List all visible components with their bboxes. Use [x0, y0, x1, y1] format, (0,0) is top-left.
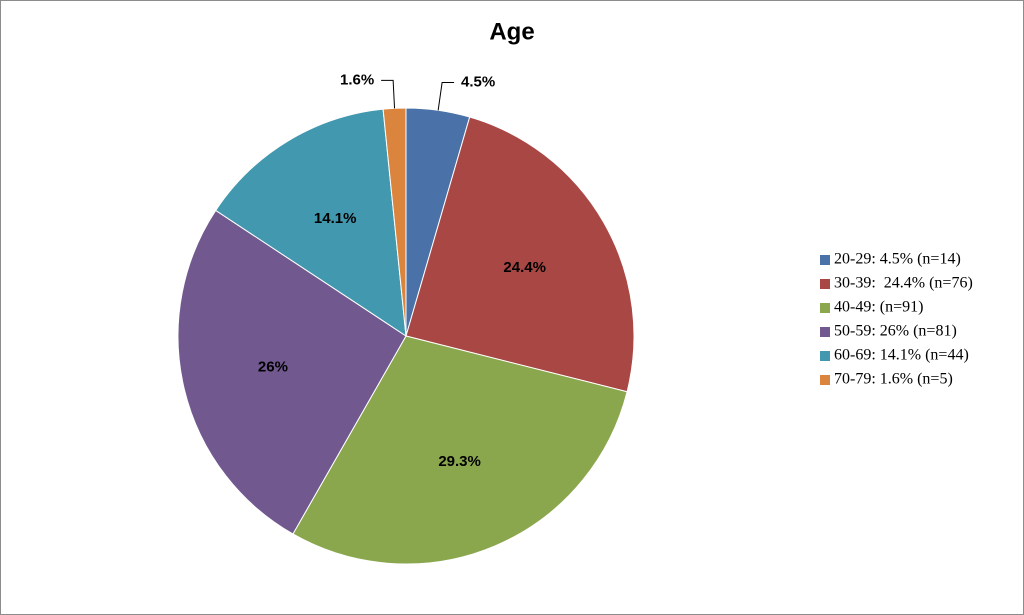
- legend-swatch: [820, 327, 830, 337]
- legend-label: 60-69: 14.1% (n=44): [834, 347, 969, 364]
- legend-swatch: [820, 255, 830, 265]
- value-label: 4.5%: [461, 74, 495, 91]
- value-label: 14.1%: [314, 210, 357, 227]
- value-label: 26%: [258, 359, 288, 376]
- value-label: 1.6%: [340, 71, 374, 88]
- legend-swatch: [820, 279, 830, 289]
- leader-line: [437, 82, 455, 111]
- legend-label: 70-79: 1.6% (n=5): [834, 371, 953, 388]
- leader-line: [381, 79, 396, 109]
- legend-label: 50-59: 26% (n=81): [834, 323, 957, 340]
- pie-slice: [215, 108, 407, 337]
- pie-slice: [177, 209, 407, 535]
- legend-swatch: [820, 303, 830, 313]
- value-label: 29.3%: [438, 453, 481, 470]
- pie-slice: [405, 116, 635, 393]
- pie-slice: [292, 335, 628, 565]
- legend-label: 20-29: 4.5% (n=14): [834, 251, 961, 268]
- legend-label: 30-39: 24.4% (n=76): [834, 275, 973, 292]
- chart-title: Age: [489, 18, 534, 45]
- legend-label: 40-49: (n=91): [834, 299, 923, 316]
- legend-swatch: [820, 351, 830, 361]
- legend-swatch: [820, 375, 830, 385]
- value-label: 24.4%: [503, 259, 546, 276]
